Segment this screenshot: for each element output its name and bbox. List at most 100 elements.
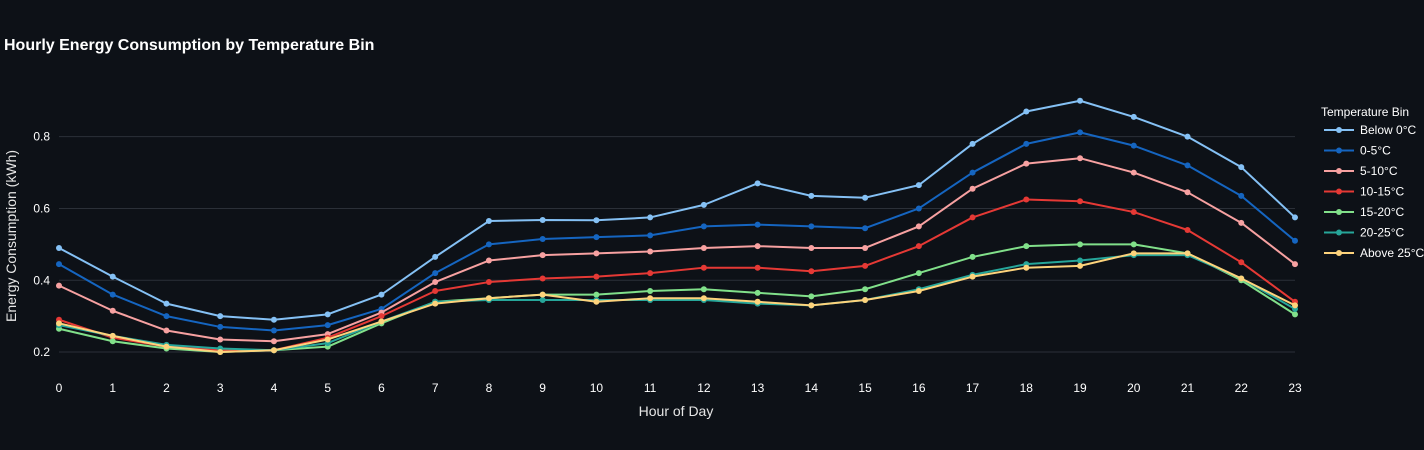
data-point[interactable] xyxy=(539,297,546,303)
data-point[interactable] xyxy=(485,295,492,302)
data-point[interactable] xyxy=(432,300,439,307)
data-point[interactable] xyxy=(862,297,869,303)
data-point[interactable] xyxy=(109,273,116,280)
data-point[interactable] xyxy=(808,268,815,275)
legend-item[interactable]: 10-15°C xyxy=(1324,185,1404,199)
data-point[interactable] xyxy=(915,288,922,295)
data-point[interactable] xyxy=(754,264,761,271)
data-point[interactable] xyxy=(485,279,492,286)
data-point[interactable] xyxy=(915,243,922,250)
series-3[interactable] xyxy=(56,196,1298,354)
data-point[interactable] xyxy=(1238,275,1245,282)
data-point[interactable] xyxy=(1238,192,1245,199)
data-point[interactable] xyxy=(700,201,707,208)
data-point[interactable] xyxy=(432,270,439,277)
data-point[interactable] xyxy=(539,252,546,259)
legend-item[interactable]: 15-20°C xyxy=(1324,205,1404,219)
data-point[interactable] xyxy=(324,322,331,329)
data-point[interactable] xyxy=(1292,237,1298,244)
data-point[interactable] xyxy=(754,298,761,305)
data-point[interactable] xyxy=(1184,250,1191,257)
data-point[interactable] xyxy=(808,192,815,199)
series-5[interactable] xyxy=(56,252,1298,354)
data-point[interactable] xyxy=(969,273,976,280)
data-point[interactable] xyxy=(539,216,546,223)
series-line[interactable] xyxy=(58,99,1296,321)
legend-item[interactable]: 5-10°C xyxy=(1324,164,1398,178)
data-point[interactable] xyxy=(324,311,331,318)
series-0[interactable] xyxy=(56,97,1298,323)
data-point[interactable] xyxy=(808,244,815,251)
data-point[interactable] xyxy=(378,291,385,298)
data-point[interactable] xyxy=(1184,227,1191,233)
data-point[interactable] xyxy=(217,336,224,343)
data-point[interactable] xyxy=(324,336,331,343)
data-point[interactable] xyxy=(1130,250,1137,257)
data-point[interactable] xyxy=(432,279,439,286)
data-point[interactable] xyxy=(647,232,654,239)
data-point[interactable] xyxy=(754,243,761,250)
data-point[interactable] xyxy=(1023,264,1030,271)
data-point[interactable] xyxy=(109,332,116,339)
data-point[interactable] xyxy=(163,300,170,307)
data-point[interactable] xyxy=(539,275,546,282)
data-point[interactable] xyxy=(1238,259,1245,266)
data-point[interactable] xyxy=(1130,169,1137,176)
data-point[interactable] xyxy=(1292,261,1298,268)
data-point[interactable] xyxy=(647,288,654,295)
data-point[interactable] xyxy=(754,180,761,187)
data-point[interactable] xyxy=(754,289,761,296)
series-1[interactable] xyxy=(56,129,1298,334)
data-point[interactable] xyxy=(163,327,170,334)
series-line[interactable] xyxy=(58,157,1296,343)
data-point[interactable] xyxy=(217,349,224,356)
data-point[interactable] xyxy=(647,270,654,277)
data-point[interactable] xyxy=(217,313,224,320)
data-point[interactable] xyxy=(1023,160,1030,167)
data-point[interactable] xyxy=(647,295,654,302)
data-point[interactable] xyxy=(808,223,815,230)
data-point[interactable] xyxy=(969,214,976,221)
data-point[interactable] xyxy=(700,295,707,302)
data-point[interactable] xyxy=(1184,189,1191,196)
data-point[interactable] xyxy=(56,244,62,251)
data-point[interactable] xyxy=(1077,241,1084,248)
data-point[interactable] xyxy=(808,302,815,309)
series-6[interactable] xyxy=(56,250,1298,356)
data-point[interactable] xyxy=(593,217,600,224)
data-point[interactable] xyxy=(969,253,976,260)
data-point[interactable] xyxy=(915,182,922,189)
data-point[interactable] xyxy=(56,282,62,289)
data-point[interactable] xyxy=(270,338,277,345)
data-point[interactable] xyxy=(378,313,385,320)
data-point[interactable] xyxy=(1077,262,1084,269)
data-point[interactable] xyxy=(862,262,869,269)
legend-item[interactable]: 20-25°C xyxy=(1324,226,1404,240)
data-point[interactable] xyxy=(1292,311,1298,318)
data-point[interactable] xyxy=(647,214,654,221)
data-point[interactable] xyxy=(485,241,492,248)
data-point[interactable] xyxy=(539,235,546,242)
data-point[interactable] xyxy=(862,286,869,293)
data-point[interactable] xyxy=(1023,108,1030,115)
series-line[interactable] xyxy=(58,252,1296,354)
data-point[interactable] xyxy=(915,223,922,230)
data-point[interactable] xyxy=(1077,97,1084,104)
data-point[interactable] xyxy=(163,343,170,350)
data-point[interactable] xyxy=(378,318,385,325)
data-point[interactable] xyxy=(1130,113,1137,120)
data-point[interactable] xyxy=(270,316,277,323)
data-point[interactable] xyxy=(1184,162,1191,169)
data-point[interactable] xyxy=(485,218,492,225)
data-point[interactable] xyxy=(270,347,277,354)
data-point[interactable] xyxy=(593,234,600,241)
data-point[interactable] xyxy=(1130,209,1137,216)
data-point[interactable] xyxy=(1130,241,1137,248)
data-point[interactable] xyxy=(862,225,869,232)
data-point[interactable] xyxy=(485,257,492,264)
data-point[interactable] xyxy=(808,293,815,300)
data-point[interactable] xyxy=(1077,129,1084,136)
data-point[interactable] xyxy=(109,307,116,314)
data-point[interactable] xyxy=(1023,243,1030,250)
data-point[interactable] xyxy=(1077,257,1084,264)
